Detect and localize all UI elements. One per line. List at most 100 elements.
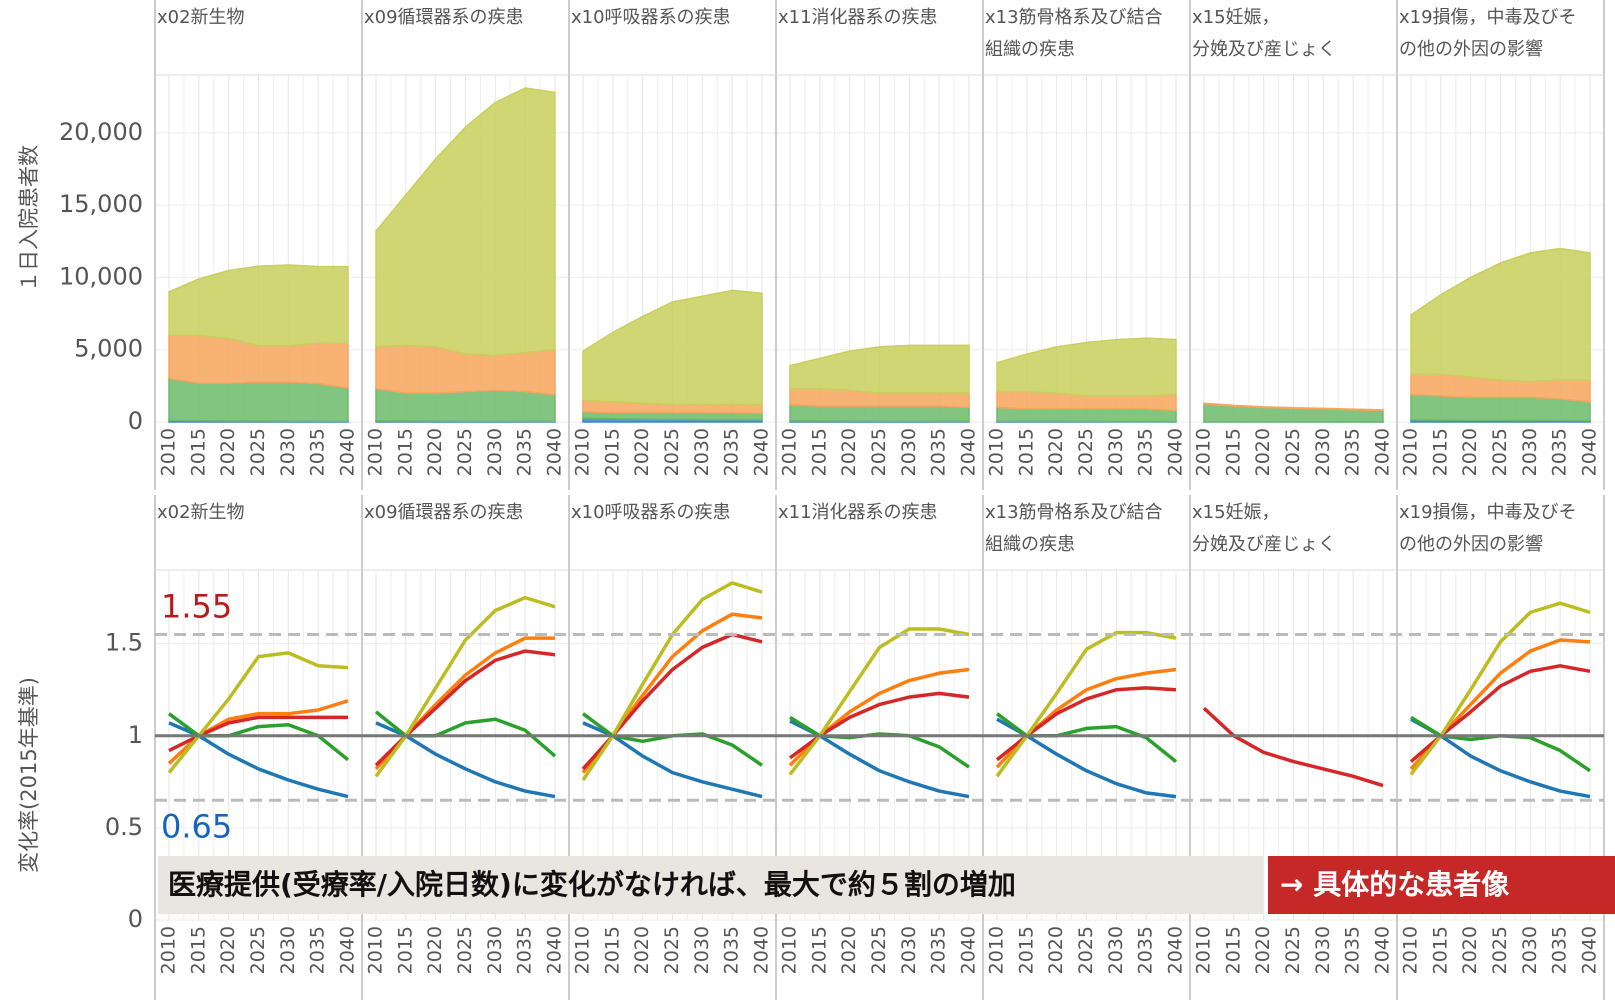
x-tick-label: 2025 <box>454 926 476 974</box>
x-tick-label: 2015 <box>187 926 209 974</box>
x-tick-label: 2025 <box>1075 428 1097 476</box>
x-tick-label: 2035 <box>928 428 950 476</box>
y-tick-label: 0 <box>128 407 143 435</box>
x-tick-label: 2030 <box>1105 428 1127 476</box>
x-tick-label: 2015 <box>394 428 416 476</box>
x-tick-label: 2010 <box>1400 926 1422 974</box>
x-tick-label: 2010 <box>1193 428 1215 476</box>
reference-label: 1.55 <box>161 587 232 625</box>
x-tick-label: 2040 <box>958 926 980 974</box>
x-tick-label: 2035 <box>514 428 536 476</box>
x-tick-label: 2030 <box>691 428 713 476</box>
area <box>375 387 556 423</box>
x-tick-label: 2015 <box>601 428 623 476</box>
x-tick-label: 2030 <box>691 926 713 974</box>
panel-title: x02新生物 <box>157 7 245 28</box>
x-tick-label: 2025 <box>1489 428 1511 476</box>
x-tick-label: 2040 <box>751 926 773 974</box>
x-tick-label: 2030 <box>1519 926 1541 974</box>
x-tick-label: 2025 <box>661 428 683 476</box>
area <box>168 264 349 347</box>
x-tick-label: 2020 <box>217 428 239 476</box>
x-tick-label: 2010 <box>779 428 801 476</box>
x-tick-label: 2030 <box>1312 926 1334 974</box>
callout-link[interactable]: → 具体的な患者像 <box>1280 868 1510 901</box>
x-tick-label: 2035 <box>928 926 950 974</box>
x-tick-label: 2015 <box>394 926 416 974</box>
x-tick-label: 2020 <box>1252 428 1274 476</box>
callout-box <box>158 856 1263 914</box>
x-tick-label: 2010 <box>572 926 594 974</box>
x-tick-label: 2035 <box>1549 926 1571 974</box>
x-tick-label: 2040 <box>1579 428 1601 476</box>
panel-title: 組織の疾患 <box>985 534 1075 555</box>
panel-title: x19損傷，中毒及びそ <box>1399 502 1577 523</box>
x-tick-label: 2035 <box>1549 428 1571 476</box>
x-tick-label: 2010 <box>986 428 1008 476</box>
x-tick-label: 2035 <box>1342 926 1364 974</box>
x-tick-label: 2040 <box>1165 428 1187 476</box>
x-tick-label: 2020 <box>838 428 860 476</box>
plots: 0 5,000 10,000 15,000 20,000 １日入院患者数 x02新生物 201… <box>17 0 1605 1000</box>
x-tick-label: 2010 <box>572 428 594 476</box>
y-axis-title: １日入院患者数 <box>17 145 41 292</box>
y-tick-label: 1 <box>128 721 143 749</box>
x-tick-label: 2010 <box>365 926 387 974</box>
x-tick-label: 2015 <box>1222 428 1244 476</box>
panel-title: x09循環器系の疾患 <box>364 502 524 523</box>
area <box>1203 402 1384 412</box>
x-tick-label: 2040 <box>1165 926 1187 974</box>
x-tick-label: 2030 <box>1105 926 1127 974</box>
x-tick-label: 2025 <box>1282 428 1304 476</box>
x-tick-label: 2010 <box>986 926 1008 974</box>
x-tick-label: 2020 <box>1252 926 1274 974</box>
y-tick-label: 10,000 <box>59 262 143 290</box>
x-tick-label: 2035 <box>1342 428 1364 476</box>
y-tick-label: 1.5 <box>105 629 143 657</box>
callout-text: 医療提供(受療率/入院日数)に変化がなければ、最大で約５割の増加 <box>168 868 1016 901</box>
x-tick-label: 2025 <box>661 926 683 974</box>
x-tick-label: 2025 <box>247 428 269 476</box>
x-tick-label: 2035 <box>721 428 743 476</box>
y-axis-title: 変化率(2015年基準) <box>17 677 41 873</box>
panel-title: x09循環器系の疾患 <box>364 7 524 28</box>
x-tick-label: 2020 <box>424 926 446 974</box>
x-tick-label: 2020 <box>1459 926 1481 974</box>
x-tick-label: 2035 <box>1135 428 1157 476</box>
callout-link-box[interactable] <box>1268 856 1615 914</box>
y-tick-label: 0.5 <box>105 813 143 841</box>
x-tick-label: 2020 <box>631 926 653 974</box>
x-tick-label: 2040 <box>751 428 773 476</box>
x-tick-label: 2015 <box>601 926 623 974</box>
x-tick-label: 2025 <box>1489 926 1511 974</box>
x-tick-label: 2015 <box>1015 428 1037 476</box>
panel-title: x10呼吸器系の疾患 <box>571 502 731 523</box>
x-tick-label: 2030 <box>484 926 506 974</box>
x-tick-label: 2010 <box>1400 428 1422 476</box>
x-tick-label: 2020 <box>424 428 446 476</box>
x-tick-label: 2010 <box>158 926 180 974</box>
panel-title: x15妊娠， <box>1192 502 1280 523</box>
x-tick-label: 2030 <box>898 428 920 476</box>
x-tick-label: 2040 <box>1579 926 1601 974</box>
x-tick-label: 2010 <box>1193 926 1215 974</box>
x-tick-label: 2020 <box>1045 428 1067 476</box>
x-tick-label: 2040 <box>1372 926 1394 974</box>
x-tick-label: 2020 <box>1045 926 1067 974</box>
x-tick-label: 2025 <box>1282 926 1304 974</box>
reference-label: 0.65 <box>161 807 232 845</box>
panel-title: x13筋骨格系及び結合 <box>985 7 1163 28</box>
x-tick-label: 2010 <box>158 428 180 476</box>
x-tick-label: 2015 <box>1429 926 1451 974</box>
panel-title: x02新生物 <box>157 502 245 523</box>
x-tick-label: 2035 <box>721 926 743 974</box>
panel-title: 分娩及び産じょく <box>1192 534 1336 555</box>
panel-title: x11消化器系の疾患 <box>778 7 938 28</box>
x-tick-label: 2020 <box>631 428 653 476</box>
panel-title: 分娩及び産じょく <box>1192 39 1336 60</box>
panel-title: 組織の疾患 <box>985 39 1075 60</box>
x-tick-label: 2040 <box>544 926 566 974</box>
x-tick-label: 2025 <box>1075 926 1097 974</box>
